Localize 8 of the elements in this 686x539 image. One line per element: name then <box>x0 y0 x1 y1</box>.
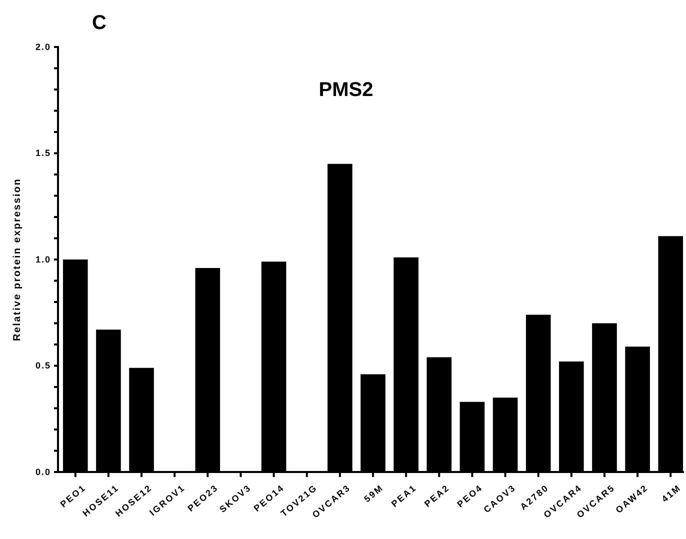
y-tick-label: 2.0 <box>35 42 51 52</box>
y-tick-label: 0.0 <box>35 466 51 477</box>
y-axis-title: Relative protein expression <box>12 178 23 342</box>
text: C <box>92 12 106 34</box>
y-tick-label: 1.0 <box>35 254 51 264</box>
y-tick-label: 1.5 <box>35 148 51 158</box>
text: PMS2 <box>318 79 374 101</box>
y-tick-label: 0.5 <box>35 360 51 371</box>
